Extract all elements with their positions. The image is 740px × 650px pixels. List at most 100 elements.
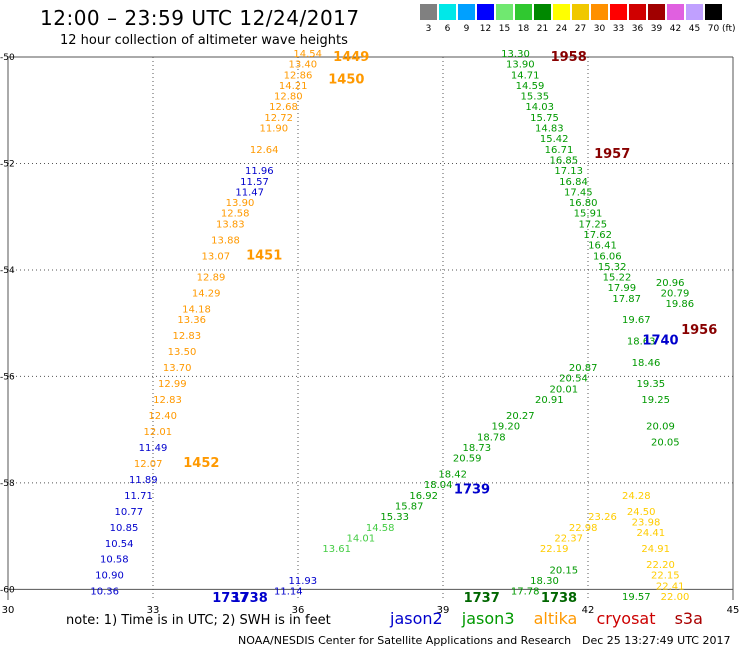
legend-altika: altika: [533, 609, 578, 628]
pass-number-label: 1739: [454, 483, 490, 498]
wave-height-reading: 24.91: [641, 544, 670, 555]
wave-height-reading: 13.90: [506, 60, 535, 71]
wave-height-reading: 12.40: [148, 411, 177, 422]
wave-height-reading: 10.90: [95, 571, 124, 582]
wave-height-reading: 20.09: [646, 422, 675, 433]
scale-label: 70: [707, 24, 720, 34]
scale-label: 27: [574, 24, 587, 34]
wave-height-reading: 22.19: [540, 544, 569, 555]
wave-height-reading: 12.01: [144, 427, 173, 438]
wave-height-reading: 18.04: [424, 480, 453, 491]
wave-height-reading: 14.29: [192, 289, 221, 300]
scale-label: 18: [517, 24, 530, 34]
scale-swatch: [534, 4, 551, 20]
wave-height-reading: 13.70: [163, 363, 192, 374]
scale-label: 6: [444, 24, 451, 34]
scale-label: 39: [650, 24, 663, 34]
wave-height-reading: 14.21: [279, 81, 308, 92]
wave-height-reading: 11.71: [124, 491, 153, 502]
wave-height-reading: 12.72: [264, 113, 293, 124]
wave-height-reading: 20.96: [656, 278, 685, 289]
wave-height-reading: 10.85: [110, 523, 139, 534]
wave-height-reading: 24.28: [622, 491, 651, 502]
wave-height-reading: 16.92: [409, 491, 438, 502]
wave-height-reading: 13.07: [202, 251, 231, 262]
wave-height-reading: 23.26: [588, 512, 617, 523]
pass-number-label: 1740: [642, 333, 678, 348]
wave-height-reading: 11.57: [240, 177, 269, 188]
map-title: 12:00 – 23:59 UTC 12/24/2017: [40, 6, 360, 30]
latitude-label: -50: [0, 53, 15, 63]
wave-height-reading: 17.87: [612, 294, 641, 305]
wave-height-reading: 13.83: [216, 219, 245, 230]
wave-height-reading: 19.86: [666, 299, 695, 310]
wave-height-reading: 10.58: [100, 555, 129, 566]
longitude-label: 45: [727, 605, 740, 616]
pass-number-label: 1738: [541, 591, 577, 606]
wave-height-reading: 20.01: [550, 384, 579, 395]
wave-height-reading: 11.90: [260, 124, 289, 135]
wave-height-reading: 14.03: [525, 102, 554, 113]
pass-number-label: 1956: [681, 323, 717, 338]
wave-height-reading: 17.45: [564, 187, 593, 198]
wave-height-reading: 20.15: [550, 565, 579, 576]
scale-swatch: [458, 4, 475, 20]
pass-number-label: 1737: [464, 591, 500, 606]
scale-label: 3: [425, 24, 432, 34]
wave-height-reading: 15.42: [540, 134, 569, 145]
wave-height-reading: 19.25: [641, 395, 670, 406]
wave-height-reading: 11.89: [129, 475, 158, 486]
wave-height-reading: 12.64: [250, 145, 279, 156]
scale-label: 30: [593, 24, 606, 34]
wave-height-reading: 12.80: [274, 92, 303, 103]
wave-height-reading: 13.88: [211, 235, 240, 246]
lat-lon-grid: [7, 56, 734, 600]
scale-swatch: [591, 4, 608, 20]
wave-height-reading: 24.41: [637, 528, 666, 539]
wave-height-reading: 19.67: [622, 315, 651, 326]
wave-height-reading: 16.84: [559, 177, 588, 188]
scale-label: 15: [498, 24, 511, 34]
wave-height-reading: 11.14: [274, 587, 303, 598]
wave-height-reading: 13.40: [289, 60, 318, 71]
wave-height-reading: 19.20: [492, 422, 521, 433]
legend-jason2: jason2: [390, 609, 443, 628]
wave-height-reading: 15.35: [521, 92, 550, 103]
latitude-label: -58: [0, 479, 15, 489]
pass-number-label: 1449: [333, 50, 369, 65]
wave-height-reading: 11.96: [245, 166, 274, 177]
wave-height-reading: 14.54: [293, 49, 322, 60]
wave-height-reading: 16.80: [569, 198, 598, 209]
legend-s3a: s3a: [674, 609, 703, 628]
wave-height-reading: 12.89: [197, 273, 226, 284]
wave-height-reading: 22.98: [569, 523, 598, 534]
pass-number-label: 1738: [232, 591, 268, 606]
wave-height-reading: 18.46: [632, 358, 661, 369]
longitude-label: 39: [437, 605, 450, 616]
scale-swatch: [610, 4, 627, 20]
scale-swatch: [686, 4, 703, 20]
wave-height-reading: 20.54: [559, 374, 588, 385]
wave-height-reading: 18.30: [530, 576, 559, 587]
wave-height-reading: 22.00: [661, 592, 690, 603]
axis-labels: 30 33 36 39 42 45 -50 -52 -54 -56 -58 -60: [0, 53, 739, 616]
latitude-label: -54: [0, 266, 15, 276]
wave-height-reading: 20.59: [453, 454, 482, 465]
wave-height-reading: 24.50: [627, 507, 656, 518]
map-subtitle: 12 hour collection of altimeter wave hei…: [60, 33, 348, 48]
wave-height-reading: 22.37: [554, 533, 583, 544]
scale-swatch: [515, 4, 532, 20]
wave-height-reading: 20.79: [661, 289, 690, 300]
wave-height-reading: 11.47: [235, 187, 264, 198]
scale-label: 9: [463, 24, 470, 34]
wave-height-reading: 11.49: [139, 443, 168, 454]
wave-height-reading: 10.54: [105, 539, 134, 550]
scale-label: 45: [688, 24, 701, 34]
wave-height-reading: 13.36: [177, 315, 206, 326]
wave-height-reading: 23.98: [632, 517, 661, 528]
wave-height-reading: 14.58: [366, 523, 395, 534]
pass-number-label: 1958: [551, 50, 587, 65]
wave-height-reading: 17.25: [579, 219, 608, 230]
wave-height-reading: 18.73: [463, 443, 492, 454]
